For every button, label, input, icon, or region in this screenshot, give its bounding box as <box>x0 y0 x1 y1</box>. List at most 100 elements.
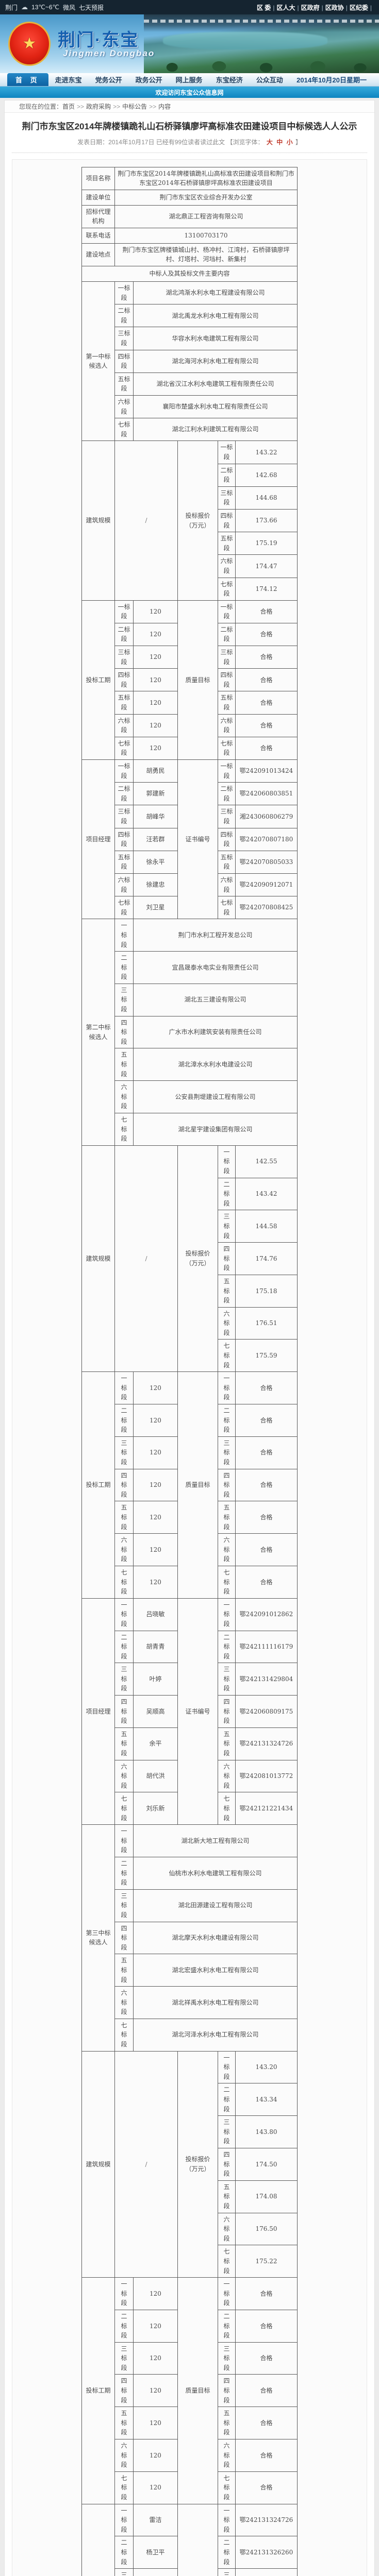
gov-link-4[interactable]: 区纪委 <box>350 4 368 11</box>
candidate-name: 第三中标候选人 <box>81 1825 114 2051</box>
segment-label: 一标段 <box>114 2504 133 2536</box>
company-name: 宜昌晟泰水电实业有限责任公司 <box>133 952 297 984</box>
gov-link-3[interactable]: 区政协 <box>325 4 344 11</box>
segment-label: 三标段 <box>218 2116 235 2148</box>
quality-value: 合格 <box>235 1436 297 1469</box>
segment-label: 七标段 <box>218 896 235 919</box>
scale-value: / <box>114 2051 177 2277</box>
link-separator: | <box>273 4 274 11</box>
nav-item-1[interactable]: 走进东宝 <box>48 73 89 86</box>
info-value: 荆门市东宝区牌楼镇城山村、杨冲村、江湾村，石桥驿镇廖坪村、灯塔村、河垱村、新集村 <box>114 243 297 266</box>
segment-label: 三标段 <box>218 2569 235 2576</box>
quality-value: 合格 <box>235 646 297 669</box>
duration-value: 120 <box>133 623 177 646</box>
quality-value: 合格 <box>235 2407 297 2439</box>
segment-label: 三标段 <box>114 805 133 828</box>
price-value: 143.42 <box>235 1178 297 1210</box>
scale-value: / <box>114 441 177 600</box>
nav-item-3[interactable]: 政务公开 <box>129 73 169 86</box>
breadcrumb-item-0[interactable]: 首页 <box>62 102 75 111</box>
segment-label: 三标段 <box>114 984 133 1016</box>
segment-label: 三标段 <box>114 646 133 669</box>
weather-wind: 微风 <box>63 3 75 12</box>
row-label-quality: 质量目标 <box>177 600 218 759</box>
segment-label: 二标段 <box>218 2310 235 2342</box>
breadcrumb-item-3[interactable]: 内容 <box>158 102 171 111</box>
segment-label: 四标段 <box>114 1922 133 1954</box>
nav-item-0[interactable]: 首 页 <box>7 73 48 86</box>
page-body: 您现在的位置：首页>>政府采购>>中标公告>>内容 荆门市东宝区2014年牌楼镇… <box>4 100 375 2576</box>
cert-number: 鄂242131326260 <box>235 2536 297 2569</box>
manager-name: 汪若群 <box>133 828 177 851</box>
duration-value: 120 <box>133 1436 177 1469</box>
segment-label: 三标段 <box>218 646 235 669</box>
segment-label: 六标段 <box>218 873 235 896</box>
price-value: 143.20 <box>235 2051 297 2083</box>
info-label: 联系电话 <box>81 228 114 243</box>
publish-info: 发表日期：2014年10月17日 已经有99位读者读过此文 <box>77 139 225 146</box>
quality-value: 合格 <box>235 737 297 759</box>
nav-item-6[interactable]: 公众互动 <box>250 73 290 86</box>
segment-label: 三标段 <box>114 1889 133 1922</box>
segment-label: 二标段 <box>114 2310 133 2342</box>
candidate-name: 第一中标候选人 <box>81 282 114 441</box>
manager-name: 叶婷 <box>133 1663 177 1696</box>
segment-label: 二标段 <box>218 2083 235 2116</box>
segment-label: 二标段 <box>114 1857 133 1889</box>
breadcrumb-separator: >> <box>113 103 120 110</box>
manager-name: 徐永平 <box>133 851 177 873</box>
company-name: 湖北摩天水利水电建设有限公司 <box>133 1922 297 1954</box>
segment-label: 一标段 <box>114 600 133 623</box>
row-label-scale: 建筑规模 <box>81 441 114 600</box>
breadcrumb-separator: >> <box>149 103 156 110</box>
cert-number: 鄂242091012862 <box>235 1598 297 1631</box>
link-separator: | <box>322 4 323 11</box>
segment-label: 六标段 <box>114 1081 133 1113</box>
segment-label: 六标段 <box>218 2213 235 2245</box>
manager-name: 刘乐新 <box>133 1792 177 1825</box>
forecast-link[interactable]: 七天预报 <box>79 3 104 12</box>
font-size-small-button[interactable]: 小 <box>287 139 293 146</box>
article-meta: 发表日期：2014年10月17日 已经有99位读者读过此文 【浏览字体： 大 中… <box>12 138 367 146</box>
row-label-cert: 证书编号 <box>177 760 218 919</box>
gov-link-0[interactable]: 区 委 <box>257 4 271 11</box>
company-name: 湖北星宇建设集团有限公司 <box>133 1113 297 1146</box>
duration-value: 120 <box>133 2278 177 2310</box>
segment-label: 三标段 <box>218 1436 235 1469</box>
company-name: 广水市水利建筑安装有限责任公司 <box>133 1016 297 1048</box>
cert-number: 鄂242131324726 <box>235 1727 297 1760</box>
manager-name: 杨卫平 <box>133 2536 177 2569</box>
nav-item-2[interactable]: 党务公开 <box>89 73 129 86</box>
price-value: 174.08 <box>235 2180 297 2213</box>
row-label-duration: 投标工期 <box>81 600 114 759</box>
gov-link-1[interactable]: 区人大 <box>276 4 295 11</box>
nav-item-4[interactable]: 网上服务 <box>169 73 209 86</box>
manager-name: 胡代洪 <box>133 1760 177 1792</box>
font-size-prefix: 【浏览字体： <box>226 139 263 146</box>
font-size-large-button[interactable]: 大 <box>267 139 273 146</box>
segment-label: 七标段 <box>218 1792 235 1825</box>
cert-number: 鄂242091013424 <box>235 760 297 783</box>
price-value: 174.76 <box>235 1243 297 1275</box>
segment-label: 四标段 <box>218 2148 235 2181</box>
gov-link-2[interactable]: 区政府 <box>301 4 320 11</box>
font-size-medium-button[interactable]: 中 <box>276 139 283 146</box>
manager-name: 胡峰华 <box>133 805 177 828</box>
company-name: 湖北新大地工程有限公司 <box>133 1825 297 1857</box>
company-name: 湖北漳水水利水电建设公司 <box>133 1048 297 1081</box>
breadcrumb-item-2[interactable]: 中标公告 <box>122 102 147 111</box>
breadcrumb: 您现在的位置：首页>>政府采购>>中标公告>>内容 <box>5 100 374 113</box>
manager-name: 刘卫星 <box>133 896 177 919</box>
quality-value: 合格 <box>235 2310 297 2342</box>
quality-value: 合格 <box>235 1501 297 1534</box>
row-label-price: 投标报价（万元） <box>177 441 218 600</box>
nav-item-5[interactable]: 东宝经济 <box>209 73 250 86</box>
segment-label: 一标段 <box>218 760 235 783</box>
row-label-duration: 投标工期 <box>81 1372 114 1598</box>
segment-label: 六标段 <box>114 1534 133 1566</box>
breadcrumb-item-1[interactable]: 政府采购 <box>86 102 111 111</box>
row-label-scale: 建筑规模 <box>81 2051 114 2277</box>
quality-value: 合格 <box>235 691 297 714</box>
duration-value: 120 <box>133 2439 177 2472</box>
info-label: 建设地点 <box>81 243 114 266</box>
